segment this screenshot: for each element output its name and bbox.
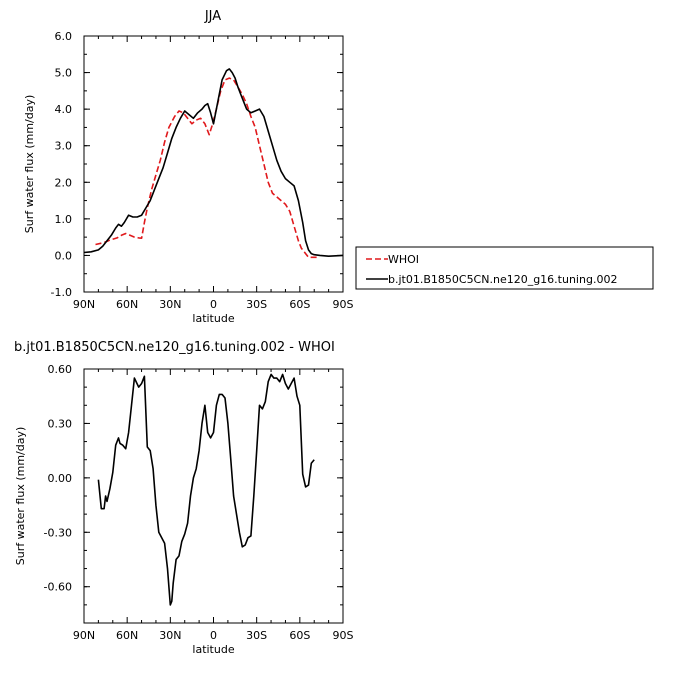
legend: WHOI b.jt01.B1850C5CN.ne120_g16.tuning.00… — [355, 246, 654, 290]
legend-box — [355, 246, 654, 290]
bottom-panel: b.jt01.B1850C5CN.ne120_g16.tuning.002 - … — [14, 340, 354, 656]
y-tick-label: -0.30 — [44, 526, 72, 539]
x-tick-label: 0 — [210, 298, 217, 311]
y-tick-label: 6.0 — [55, 30, 73, 43]
y-tick-label: 3.0 — [55, 140, 73, 153]
x-tick-label: 30S — [246, 629, 267, 642]
x-tick-label: 60N — [116, 298, 138, 311]
chart-title: b.jt01.B1850C5CN.ne120_g16.tuning.002 - … — [14, 340, 335, 355]
series-line-b-jt01-b1850c5cn-ne120-g16-tuning-002 — [83, 68, 344, 258]
y-axis-label: Surf water flux (mm/day) — [14, 427, 27, 566]
x-tick-label: 30N — [159, 298, 181, 311]
x-axis-label: latitude — [192, 312, 234, 325]
chart-title: JJA — [204, 9, 221, 24]
y-tick-label: 0.60 — [48, 363, 73, 376]
x-tick-label: 0 — [210, 629, 217, 642]
x-tick-label: 90N — [73, 629, 95, 642]
top-panel: JJA 90N 60N 30N 0 30S 60S 90S 6.0 5.0 4.0 3.0 2.0 1.0… — [23, 9, 354, 325]
legend-label: WHOI — [388, 253, 419, 266]
y-tick-label: -0.60 — [44, 581, 72, 594]
x-tick-label: 90S — [333, 629, 354, 642]
x-tick-label: 60S — [289, 629, 310, 642]
series-line-difference — [97, 373, 315, 606]
y-tick-label: 0.00 — [48, 472, 73, 485]
x-tick-label: 30N — [159, 629, 181, 642]
y-tick-label: 5.0 — [55, 67, 73, 80]
x-axis-label: latitude — [192, 643, 234, 656]
y-axis-label: Surf water flux (mm/day) — [23, 95, 36, 234]
y-tick-label: 0.0 — [55, 249, 73, 262]
x-tick-label: 90S — [333, 298, 354, 311]
series-line-whoi — [95, 77, 318, 259]
y-tick-label: 4.0 — [55, 103, 73, 116]
y-tick-label: 2.0 — [55, 176, 73, 189]
plot-frame — [83, 35, 344, 293]
legend-label: b.jt01.B1850C5CN.ne120_g16.tuning.002 — [388, 273, 617, 286]
plot-frame — [83, 368, 344, 624]
x-tick-label: 30S — [246, 298, 267, 311]
x-tick-label: 60N — [116, 629, 138, 642]
x-tick-label: 90N — [73, 298, 95, 311]
x-tick-label: 60S — [289, 298, 310, 311]
y-tick-label: 1.0 — [55, 213, 73, 226]
y-tick-label: -1.0 — [51, 286, 72, 299]
y-tick-label: 0.30 — [48, 417, 73, 430]
